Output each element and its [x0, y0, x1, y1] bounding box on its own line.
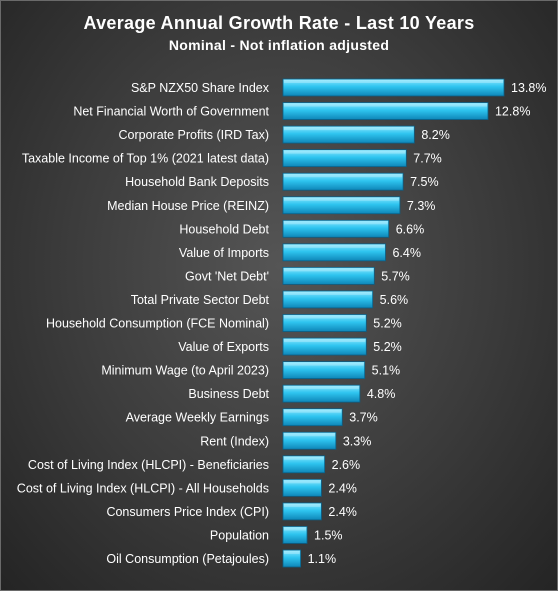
bar — [282, 361, 366, 380]
data-label: 5.1% — [372, 364, 401, 378]
data-label: 5.2% — [373, 340, 402, 354]
bar-highlight — [284, 127, 414, 131]
category-label: Minimum Wage (to April 2023) — [101, 364, 269, 378]
category-label: Household Consumption (FCE Nominal) — [46, 317, 269, 331]
bar-highlight — [284, 480, 321, 484]
data-label: 3.3% — [343, 434, 372, 448]
category-label: Cost of Living Index (HLCPI) - All House… — [17, 481, 269, 495]
data-label: 5.6% — [380, 293, 409, 307]
chart-title: Average Annual Growth Rate - Last 10 Yea… — [83, 13, 475, 33]
data-label: 3.7% — [349, 411, 378, 425]
bar-highlight — [284, 339, 366, 343]
bar-highlight — [284, 409, 342, 413]
bar-highlight — [284, 527, 307, 531]
bar — [282, 102, 489, 120]
data-label: 6.6% — [396, 222, 425, 236]
bar-highlight — [284, 174, 403, 178]
bar — [282, 502, 322, 521]
bar-highlight — [284, 150, 406, 154]
bar-highlight — [284, 221, 388, 225]
data-label: 2.4% — [328, 481, 357, 495]
category-label: Cost of Living Index (HLCPI) - Beneficia… — [28, 458, 269, 472]
category-label: Govt 'Net Debt' — [185, 269, 269, 283]
bar — [282, 219, 390, 238]
bar — [282, 243, 386, 262]
category-label: Net Financial Worth of Government — [73, 105, 269, 119]
category-label: Oil Consumption (Petajoules) — [106, 552, 269, 566]
data-label: 5.2% — [373, 317, 402, 331]
bar-highlight — [284, 268, 374, 272]
category-label: Population — [210, 528, 269, 542]
bar — [282, 290, 374, 309]
bar-highlight — [284, 433, 335, 437]
data-label: 13.8% — [511, 81, 546, 95]
data-label: 7.7% — [413, 152, 442, 166]
category-label: Median House Price (REINZ) — [107, 199, 269, 213]
bar — [282, 78, 505, 97]
bar — [282, 408, 343, 427]
data-label: 1.1% — [308, 552, 337, 566]
bar — [282, 384, 361, 403]
bar-highlight — [284, 197, 399, 201]
category-label: Household Debt — [179, 222, 269, 236]
bar — [282, 266, 375, 285]
bar — [282, 125, 415, 144]
bar — [282, 172, 404, 191]
category-label: Business Debt — [188, 387, 269, 401]
bar-highlight — [284, 386, 359, 390]
data-label: 1.5% — [314, 528, 343, 542]
chart-subtitle: Nominal - Not inflation adjusted — [168, 37, 390, 53]
bar-highlight — [284, 551, 300, 554]
category-label: Rent (Index) — [200, 434, 269, 448]
data-label: 2.6% — [332, 458, 361, 472]
bar — [282, 455, 326, 474]
category-label: Corporate Profits (IRD Tax) — [118, 128, 269, 142]
data-label: 6.4% — [392, 246, 421, 260]
bar — [282, 526, 308, 544]
data-label: 2.4% — [328, 505, 357, 519]
bar-highlight — [284, 103, 487, 107]
bar-highlight — [284, 503, 321, 507]
data-label: 7.3% — [407, 199, 436, 213]
category-label: Average Weekly Earnings — [126, 411, 269, 425]
bar-highlight — [284, 291, 372, 295]
category-label: S&P NZX50 Share Index — [131, 81, 270, 95]
category-label: Household Bank Deposits — [125, 175, 269, 189]
data-label: 4.8% — [367, 387, 396, 401]
category-label: Value of Imports — [179, 246, 269, 260]
bar-highlight — [284, 244, 385, 248]
data-label: 7.5% — [410, 175, 439, 189]
category-label: Taxable Income of Top 1% (2021 latest da… — [22, 152, 269, 166]
bar-highlight — [284, 362, 364, 366]
bar — [282, 431, 337, 450]
bar-highlight — [284, 456, 324, 460]
bar — [282, 196, 401, 215]
bar — [282, 478, 322, 497]
bar — [282, 149, 407, 168]
bar — [282, 314, 367, 332]
data-label: 5.7% — [381, 269, 410, 283]
category-label: Value of Exports — [178, 340, 269, 354]
category-label: Total Private Sector Debt — [131, 293, 270, 307]
bar — [282, 549, 302, 568]
bar-highlight — [284, 315, 366, 319]
category-label: Consumers Price Index (CPI) — [106, 505, 269, 519]
data-label: 8.2% — [421, 128, 450, 142]
bar — [282, 337, 367, 356]
bar-highlight — [284, 80, 503, 83]
data-label: 12.8% — [495, 105, 530, 119]
